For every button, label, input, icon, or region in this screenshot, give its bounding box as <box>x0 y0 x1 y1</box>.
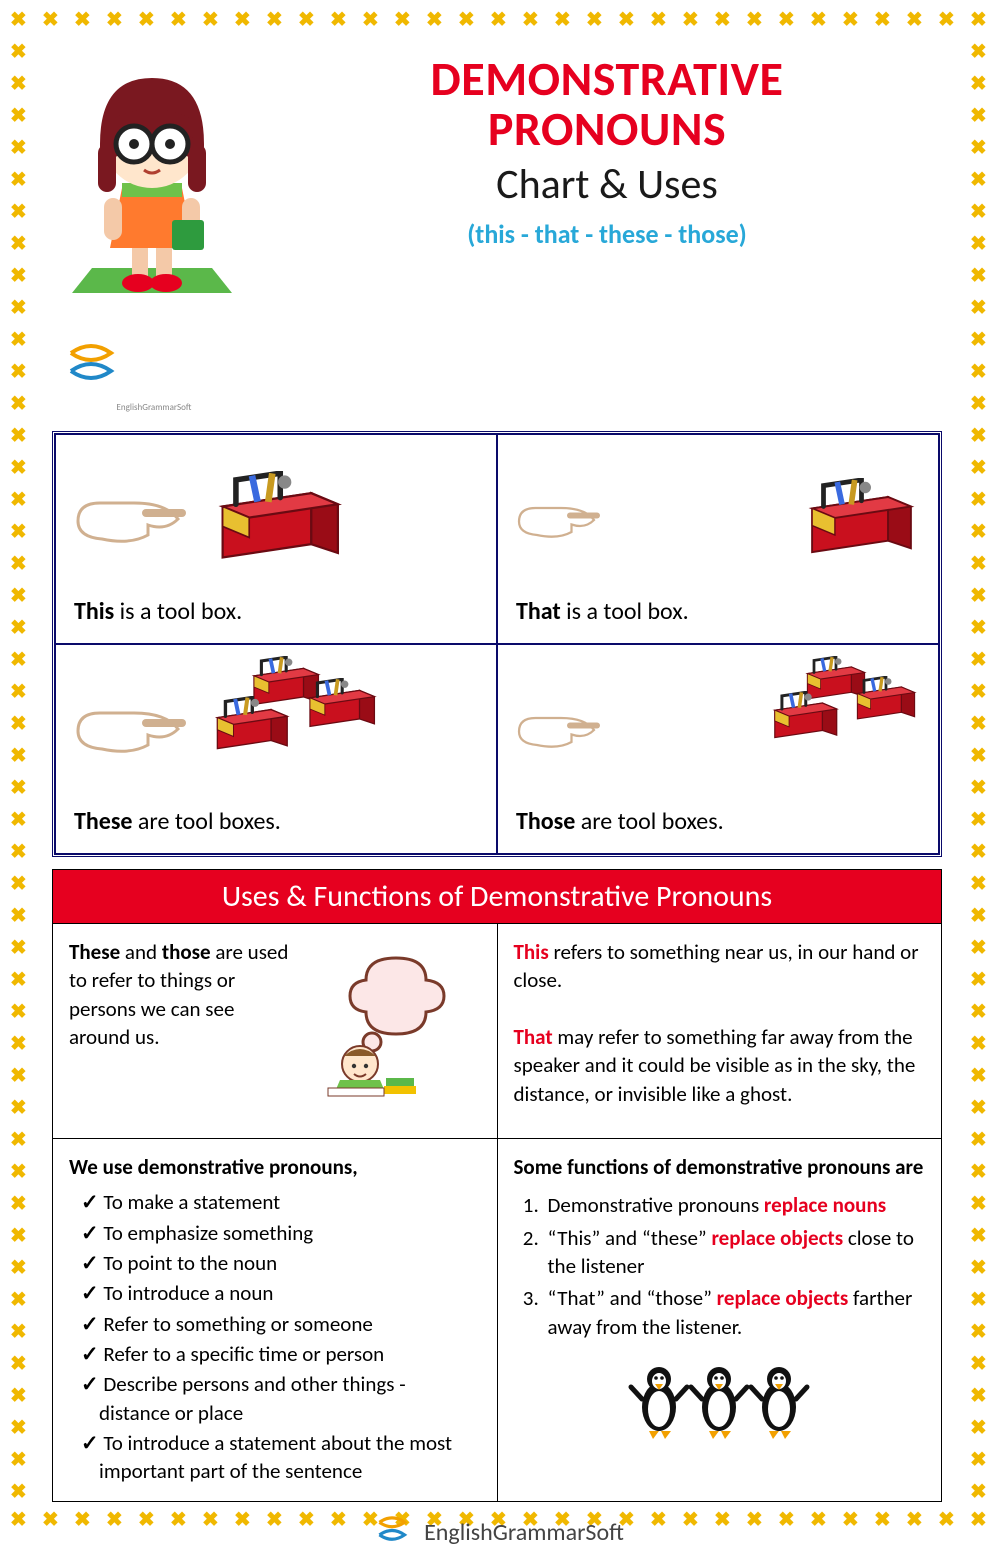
check-item: Refer to a specific time or person <box>93 1339 481 1369</box>
br-lead: Some functions of demonstrative pronouns… <box>514 1154 924 1180</box>
tr-p2: That may refer to something far away fro… <box>514 1023 926 1108</box>
logo-icon <box>370 1514 414 1552</box>
mini-line: (this - that - these - those) <box>272 218 942 250</box>
thinking-boy-icon <box>306 938 481 1098</box>
logo-icon <box>56 343 126 397</box>
cell-bottom-left: We use demonstrative pronouns, To make a… <box>53 1139 498 1502</box>
example-cell: Those are tool boxes. <box>497 644 939 854</box>
page-content: EnglishGrammarSoft DEMONSTRATIVE PRONOUN… <box>28 28 966 1508</box>
toolbox-icon <box>212 471 349 571</box>
example-caption: Those are tool boxes. <box>516 807 920 836</box>
example-graphic <box>74 661 478 801</box>
brand-logo-small: EnglishGrammarSoft <box>56 343 252 413</box>
example-graphic <box>516 451 920 591</box>
toolbox-group <box>212 656 376 806</box>
toolbox-group <box>770 656 920 806</box>
toolbox-icon <box>803 478 920 564</box>
tr-p2-b: That <box>514 1024 553 1050</box>
tr-p2-rest: may refer to something far away from the… <box>514 1024 916 1107</box>
footer-brand: EnglishGrammarSoft <box>424 1518 624 1547</box>
cell-top-left: These and those are used to refer to thi… <box>53 924 498 1139</box>
hand-icon <box>74 701 194 761</box>
num-item: “That” and “those” replace objects farth… <box>544 1282 926 1343</box>
hand-icon <box>516 709 606 754</box>
tl-mid: and <box>120 939 162 965</box>
num-item: Demonstrative pronouns replace nouns <box>544 1189 926 1221</box>
check-item: To introduce a statement about the most … <box>93 1428 481 1487</box>
title-line2: PRONOUNS <box>272 104 942 154</box>
girl-icon <box>52 48 252 308</box>
num-item: “This” and “these” replace objects close… <box>544 1222 926 1283</box>
footer: EnglishGrammarSoft <box>52 1514 942 1552</box>
tl-b1: These <box>69 939 120 965</box>
tl-b2: those <box>162 939 211 965</box>
example-cell: These are tool boxes. <box>55 644 497 854</box>
check-item: To point to the noun <box>93 1248 481 1278</box>
subtitle: Chart & Uses <box>272 159 942 210</box>
example-cell: That is a tool box. <box>497 434 939 644</box>
examples-grid: This is a tool box. That is a tool box. T… <box>52 431 942 857</box>
title-block: DEMONSTRATIVE PRONOUNS Chart & Uses (thi… <box>272 48 942 250</box>
example-graphic <box>516 661 920 801</box>
example-caption: That is a tool box. <box>516 597 920 626</box>
hand-icon <box>516 499 606 544</box>
numbered-list: Demonstrative pronouns replace nouns“Thi… <box>544 1189 926 1343</box>
cell-bottom-right: Some functions of demonstrative pronouns… <box>497 1139 942 1502</box>
tr-p1: This refers to something near us, in our… <box>514 938 926 995</box>
cell-top-right: This refers to something near us, in our… <box>497 924 942 1139</box>
top-left-text: These and those are used to refer to thi… <box>69 938 296 1051</box>
check-item: Refer to something or someone <box>93 1309 481 1339</box>
tr-p1-rest: refers to something near us, in our hand… <box>514 939 919 993</box>
brand-text-small: EnglishGrammarSoft <box>56 402 252 413</box>
header: EnglishGrammarSoft DEMONSTRATIVE PRONOUN… <box>52 48 942 413</box>
uses-table: These and those are used to refer to thi… <box>52 923 942 1502</box>
title-line1: DEMONSTRATIVE <box>272 54 942 104</box>
girl-illustration: EnglishGrammarSoft <box>52 48 252 413</box>
example-graphic <box>74 451 478 591</box>
example-cell: This is a tool box. <box>55 434 497 644</box>
check-item: Describe persons and other things - dist… <box>93 1369 481 1428</box>
penguins-illustration <box>514 1351 926 1448</box>
check-item: To make a statement <box>93 1187 481 1217</box>
example-caption: This is a tool box. <box>74 597 478 626</box>
example-caption: These are tool boxes. <box>74 807 478 836</box>
check-list: To make a statementTo emphasize somethin… <box>69 1187 481 1486</box>
bl-lead: We use demonstrative pronouns, <box>69 1154 358 1180</box>
tr-p1-b: This <box>514 939 549 965</box>
section-band: Uses & Functions of Demonstrative Pronou… <box>52 869 942 923</box>
check-item: To emphasize something <box>93 1218 481 1248</box>
hand-icon <box>74 491 194 551</box>
check-item: To introduce a noun <box>93 1278 481 1308</box>
penguins-icon <box>619 1351 819 1441</box>
